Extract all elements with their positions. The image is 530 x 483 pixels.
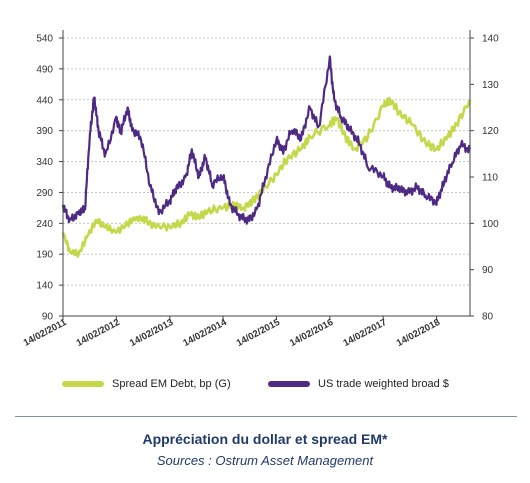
legend-label-spread: Spread EM Debt, bp (G) — [112, 378, 231, 390]
right-tick-label: 140 — [482, 34, 499, 45]
x-tick-label: 14/02/2013 — [128, 317, 175, 349]
right-tick-label: 110 — [482, 173, 498, 184]
left-tick-label: 190 — [36, 250, 53, 261]
left-tick-label: 140 — [36, 281, 53, 292]
left-tick-label: 340 — [36, 157, 53, 168]
x-tick-label: 14/02/2017 — [341, 317, 388, 349]
left-tick-label: 540 — [36, 34, 53, 45]
x-tick-label: 14/02/2016 — [288, 317, 335, 349]
x-tick-label: 14/02/2015 — [235, 317, 283, 349]
right-tick-label: 120 — [482, 126, 499, 137]
left-tick-label: 490 — [36, 64, 53, 75]
right-tick-label: 80 — [482, 312, 494, 323]
right-axis-ticks: 80 90 100 110 120 130 140 — [470, 34, 499, 323]
caption-source: Sources : Ostrum Asset Management — [156, 453, 374, 468]
axes — [62, 30, 471, 317]
right-tick-label: 100 — [482, 219, 499, 230]
left-axis-ticks: 90 140 190 240 290 340 390 440 490 540 — [36, 34, 63, 323]
x-tick-label: 14/02/2014 — [181, 317, 229, 349]
left-tick-label: 440 — [36, 95, 53, 106]
divider — [15, 416, 517, 417]
left-tick-label: 290 — [36, 188, 53, 199]
legend: Spread EM Debt, bp (G) US trade weighted… — [0, 378, 530, 398]
series-line — [61, 55, 472, 225]
series-spread-em-debt — [61, 96, 472, 258]
series-line — [61, 96, 472, 258]
x-axis-ticks: 14/02/2011 14/02/2012 14/02/2013 14/02/2014… — [22, 316, 442, 349]
right-tick-label: 130 — [482, 80, 499, 91]
left-tick-label: 390 — [36, 126, 53, 137]
left-tick-label: 90 — [42, 312, 54, 323]
legend-item-dollar: US trade weighted broad $ — [268, 378, 449, 390]
x-tick-label: 14/02/2012 — [75, 317, 122, 349]
gridlines — [63, 37, 470, 286]
chart: 90 140 190 240 290 340 390 440 490 540 80 90 100 110… — [22, 30, 499, 349]
legend-label-dollar: US trade weighted broad $ — [318, 378, 449, 390]
legend-item-spread: Spread EM Debt, bp (G) — [62, 378, 231, 390]
legend-swatch-green — [62, 381, 104, 387]
x-tick-label: 14/02/2018 — [395, 317, 442, 349]
left-tick-label: 240 — [36, 219, 53, 230]
legend-swatch-purple — [268, 381, 310, 387]
right-tick-label: 90 — [482, 265, 494, 276]
series-us-trade-weighted-dollar — [61, 55, 472, 225]
caption-title: Appréciation du dollar et spread EM* — [142, 431, 388, 447]
